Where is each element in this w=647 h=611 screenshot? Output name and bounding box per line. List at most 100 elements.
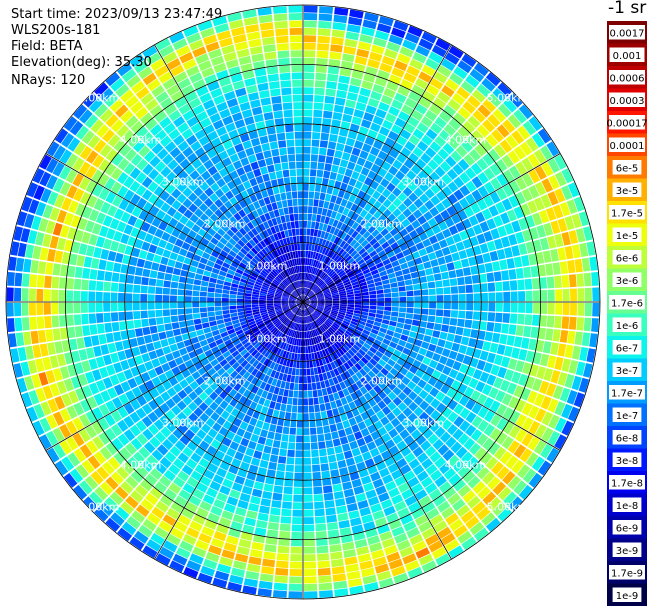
gate-cell <box>284 419 291 427</box>
gate-cell <box>299 376 303 383</box>
gate-cell <box>314 405 320 412</box>
gate-cell <box>192 291 199 296</box>
gate-cell <box>288 591 302 598</box>
range-ring-label: 4.00km <box>445 134 487 147</box>
gate-cell <box>88 291 95 301</box>
gate-cell <box>263 552 276 560</box>
gate-cell <box>334 588 348 597</box>
gate-cell <box>163 302 170 309</box>
gate-cell <box>316 65 327 73</box>
gate-cell <box>296 436 303 443</box>
colorbar-tick-label: 1.7e-6 <box>611 298 643 309</box>
gate-cell <box>523 326 531 337</box>
gate-cell <box>464 276 472 285</box>
gate-cell <box>304 502 314 509</box>
range-ring-label: 4.00km <box>445 458 487 471</box>
gate-cell <box>307 221 311 228</box>
gate-cell <box>502 313 510 323</box>
gate-cell <box>398 281 406 287</box>
gate-cell <box>308 214 313 221</box>
gate-cell <box>317 51 329 59</box>
gate-cell <box>237 299 244 302</box>
gate-cell <box>273 410 280 418</box>
gate-cell <box>448 326 456 334</box>
gate-cell <box>324 433 332 441</box>
gate-cell <box>323 485 333 493</box>
gate-cell <box>286 465 294 472</box>
gate-cell <box>66 303 73 314</box>
colorbar-tick-label: 0.00017 <box>606 118 647 129</box>
gate-cell <box>303 398 308 405</box>
gate-cell <box>104 323 112 333</box>
gate-cell <box>555 289 562 301</box>
gate-cell <box>331 165 339 173</box>
gate-cell <box>317 434 324 442</box>
gate-cell <box>592 287 599 301</box>
gate-cell <box>7 303 14 317</box>
gate-cell <box>265 157 273 165</box>
gate-cell <box>291 539 302 546</box>
gate-cell <box>267 127 276 135</box>
gate-cell <box>22 288 29 301</box>
gate-cell <box>333 484 343 492</box>
gate-cell <box>103 313 111 323</box>
gate-cell <box>314 95 324 103</box>
gate-cell <box>383 315 391 320</box>
gate-cell <box>222 290 229 294</box>
gate-cell <box>518 291 525 301</box>
gate-cell <box>177 302 184 308</box>
gate-cell <box>472 320 480 329</box>
gate-cell <box>336 143 345 151</box>
gate-cell <box>458 286 465 294</box>
gate-cell <box>543 250 552 263</box>
gate-cell <box>309 184 315 191</box>
gate-cell <box>247 564 261 573</box>
gate-cell <box>222 302 229 306</box>
gate-cell <box>451 252 460 261</box>
gate-cell <box>277 201 283 209</box>
gate-cell <box>156 317 164 325</box>
gate-cell <box>331 37 344 45</box>
colorbar-tick-label: 1e-6 <box>616 321 639 332</box>
gate-cell <box>144 260 152 269</box>
gate-cell <box>284 487 293 495</box>
gate-cell <box>293 236 297 243</box>
gate-cell <box>296 229 300 236</box>
gate-cell <box>269 424 276 432</box>
gate-cell <box>585 288 592 301</box>
colorbar-tick-label: 6e-5 <box>616 163 639 174</box>
gate-cell <box>262 174 270 182</box>
gate-cell <box>317 553 329 561</box>
gate-cell <box>420 315 428 322</box>
gate-cell <box>314 501 324 509</box>
range-ring-label: 5.00km <box>487 92 529 105</box>
range-ring-label: 1.00km <box>319 332 361 345</box>
gate-cell <box>337 513 348 522</box>
gate-cell <box>186 278 194 284</box>
gate-cell <box>293 102 302 109</box>
gate-cell <box>178 283 186 290</box>
gate-cell <box>297 354 300 361</box>
gate-cell <box>553 329 561 342</box>
gate-cell <box>496 292 503 301</box>
gate-cell <box>254 482 264 491</box>
gate-cell <box>261 566 274 574</box>
gate-cell <box>141 319 149 327</box>
gate-cell <box>7 318 15 332</box>
gate-cell <box>45 262 53 275</box>
gate-cell <box>262 37 275 45</box>
gate-cell <box>229 298 236 301</box>
gate-cell <box>311 450 319 457</box>
gate-cell <box>81 314 89 325</box>
gate-cell <box>158 264 166 272</box>
gate-cell <box>31 331 39 344</box>
gate-cell <box>309 405 314 412</box>
gate-cell <box>112 273 120 283</box>
gate-cell <box>312 465 320 472</box>
gate-cell <box>342 542 355 551</box>
gate-cell <box>318 441 326 449</box>
gate-cell <box>15 318 23 332</box>
gate-cell <box>267 408 274 416</box>
gate-cell <box>195 324 203 330</box>
gate-cell <box>517 280 525 291</box>
